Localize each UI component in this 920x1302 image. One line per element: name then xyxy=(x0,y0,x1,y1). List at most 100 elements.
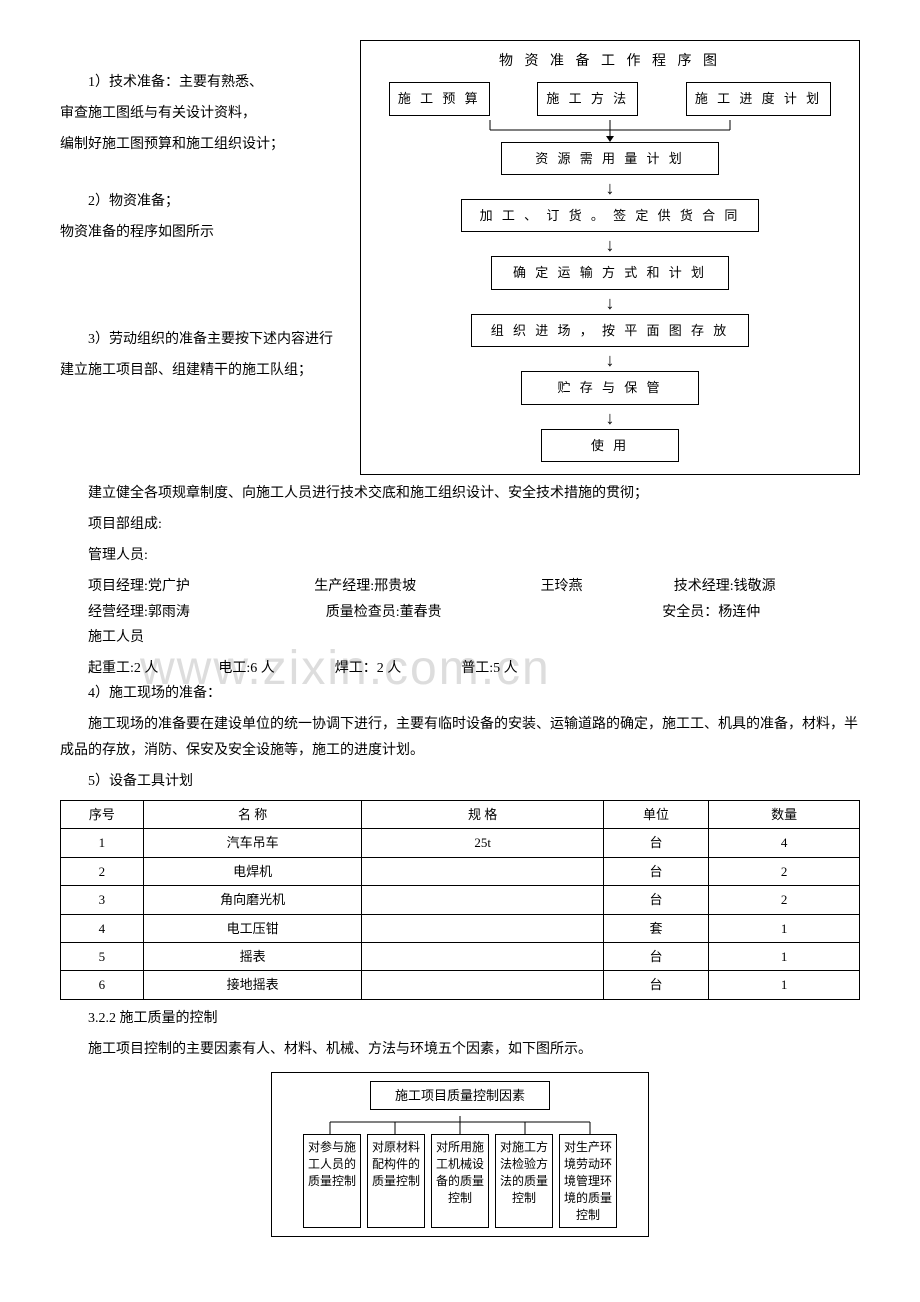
table-cell: 1 xyxy=(709,914,860,942)
flowchart-container: 物 资 准 备 工 作 程 序 图 施 工 预 算 施 工 方 法 施 工 进 … xyxy=(360,40,860,475)
arrow-icon: ↓ xyxy=(369,294,851,312)
quality-box-2: 对所用施工机械设备的质量控制 xyxy=(431,1134,489,1228)
table-cell: 台 xyxy=(603,829,708,857)
flow-step-3: 组 织 进 场 ， 按 平 面 图 存 放 xyxy=(471,314,749,347)
left-text-block: 1）技术准备：主要有熟悉、 审查施工图纸与有关设计资料， 编制好施工图预算和施工… xyxy=(60,40,340,389)
flow-step-1: 加 工 、 订 货 。 签 定 供 货 合 同 xyxy=(461,199,759,232)
workers-row: 起重工:2 人 电工:6 人 焊工：2 人 普工:5 人 xyxy=(88,656,860,681)
quality-box-0: 对参与施工人员的质量控制 xyxy=(303,1134,361,1228)
table-cell: 电工压钳 xyxy=(143,914,362,942)
flow-merge-svg xyxy=(440,120,780,142)
flow-step-5: 使 用 xyxy=(541,429,679,462)
table-row: 3角向磨光机 台2 xyxy=(61,886,860,914)
flow-step-2: 确 定 运 输 方 式 和 计 划 xyxy=(491,256,729,289)
equipment-table: 序号 名 称 规 格 单位 数量 1汽车吊车25t台42电焊机台23角向磨光机台… xyxy=(60,800,860,1000)
flow-top-1: 施 工 方 法 xyxy=(537,82,638,115)
arrow-icon: ↓ xyxy=(369,409,851,427)
table-cell xyxy=(362,971,603,999)
table-cell: 台 xyxy=(603,886,708,914)
mgmt-label: 管理人员: xyxy=(60,543,860,568)
table-cell: 2 xyxy=(61,857,144,885)
quality-box-3: 对施工方法检验方法的质量控制 xyxy=(495,1134,553,1228)
personnel-row-2: 经营经理:郭雨涛 质量检查员:董春贵 安全员：杨连仲 xyxy=(88,600,860,625)
crane-workers: 起重工:2 人 xyxy=(88,656,158,681)
table-cell: 4 xyxy=(709,829,860,857)
table-cell xyxy=(362,942,603,970)
th-1: 名 称 xyxy=(143,800,362,828)
table-row: 1汽车吊车25t台4 xyxy=(61,829,860,857)
table-cell: 台 xyxy=(603,857,708,885)
quality-row: 对参与施工人员的质量控制 对原材料配构件的质量控制 对所用施工机械设备的质量控制… xyxy=(280,1134,640,1228)
table-cell: 1 xyxy=(709,971,860,999)
sec322-heading: 3.2.2 施工质量的控制 xyxy=(60,1006,860,1031)
elec-workers: 电工:6 人 xyxy=(218,656,274,681)
flow-step-0: 资 源 需 用 量 计 划 xyxy=(501,142,719,175)
table-cell: 3 xyxy=(61,886,144,914)
qc: 质量检查员:董春贵 xyxy=(326,600,623,625)
labor-prep-1: 3）劳动组织的准备主要按下述内容进行 xyxy=(60,327,340,352)
table-cell: 25t xyxy=(362,829,603,857)
quality-conn-svg xyxy=(300,1116,620,1134)
table-cell: 角向磨光机 xyxy=(143,886,362,914)
table-cell: 摇表 xyxy=(143,942,362,970)
flow-step-4: 贮 存 与 保 管 xyxy=(521,371,699,404)
table-row: 6接地摇表 台1 xyxy=(61,971,860,999)
site-prep-body: 施工现场的准备要在建设单位的统一协调下进行，主要有临时设备的安装、运输道路的确定… xyxy=(60,712,860,762)
flow-top-2: 施 工 进 度 计 划 xyxy=(686,82,831,115)
table-cell: 电焊机 xyxy=(143,857,362,885)
site-prep-title: 4）施工现场的准备： xyxy=(60,681,860,706)
quality-box-4: 对生产环境劳动环境管理环境的质量控制 xyxy=(559,1134,617,1228)
th-3: 单位 xyxy=(603,800,708,828)
tech-prep-3: 编制好施工图预算和施工组织设计； xyxy=(60,132,340,157)
flow-top-row: 施 工 预 算 施 工 方 法 施 工 进 度 计 划 xyxy=(369,82,851,115)
quality-title: 施工项目质量控制因素 xyxy=(370,1081,550,1110)
table-cell: 台 xyxy=(603,942,708,970)
table-cell: 4 xyxy=(61,914,144,942)
flow-top-0: 施 工 预 算 xyxy=(389,82,490,115)
general-workers: 普工:5 人 xyxy=(461,656,517,681)
table-row: 2电焊机台2 xyxy=(61,857,860,885)
table-cell: 接地摇表 xyxy=(143,971,362,999)
table-cell xyxy=(362,857,603,885)
arrow-icon: ↓ xyxy=(369,179,851,197)
table-header-row: 序号 名 称 规 格 单位 数量 xyxy=(61,800,860,828)
table-cell: 2 xyxy=(709,857,860,885)
safety: 安全员：杨连仲 xyxy=(662,600,860,625)
tech-prep-1: 1）技术准备：主要有熟悉、 xyxy=(60,70,340,95)
tech-prep-2: 审查施工图纸与有关设计资料， xyxy=(60,101,340,126)
table-cell: 2 xyxy=(709,886,860,914)
proj-compose: 项目部组成: xyxy=(60,512,860,537)
th-0: 序号 xyxy=(61,800,144,828)
weld-workers: 焊工：2 人 xyxy=(335,656,402,681)
wang: 王玲燕 xyxy=(541,574,634,599)
table-cell xyxy=(362,914,603,942)
quality-diagram: 施工项目质量控制因素 对参与施工人员的质量控制 对原材料配构件的质量控制 对所用… xyxy=(271,1072,649,1237)
table-cell: 套 xyxy=(603,914,708,942)
arrow-icon: ↓ xyxy=(369,351,851,369)
quality-box-1: 对原材料配构件的质量控制 xyxy=(367,1134,425,1228)
equip-plan-title: 5）设备工具计划 xyxy=(60,769,860,794)
material-prep-2: 物资准备的程序如图所示 xyxy=(60,220,340,245)
table-cell xyxy=(362,886,603,914)
labor-prep-2: 建立施工项目部、组建精干的施工队组； xyxy=(60,358,340,383)
workers-label: 施工人员 xyxy=(60,625,860,650)
arrow-icon: ↓ xyxy=(369,236,851,254)
prod-mgr: 生产经理:邢贵坡 xyxy=(314,574,500,599)
table-cell: 6 xyxy=(61,971,144,999)
table-cell: 1 xyxy=(709,942,860,970)
table-row: 4电工压钳 套1 xyxy=(61,914,860,942)
table-cell: 1 xyxy=(61,829,144,857)
labor-prep-3: 建立健全各项规章制度、向施工人员进行技术交底和施工组织设计、安全技术措施的贯彻； xyxy=(60,481,860,506)
table-cell: 5 xyxy=(61,942,144,970)
biz-mgr: 经营经理:郭雨涛 xyxy=(88,600,286,625)
pm: 项目经理:党广护 xyxy=(88,574,274,599)
flowchart-title: 物 资 准 备 工 作 程 序 图 xyxy=(369,49,851,74)
body-text: 建立健全各项规章制度、向施工人员进行技术交底和施工组织设计、安全技术措施的贯彻；… xyxy=(60,481,860,1238)
table-row: 5摇表 台1 xyxy=(61,942,860,970)
material-prep-1: 2）物资准备； xyxy=(60,189,340,214)
th-4: 数量 xyxy=(709,800,860,828)
table-cell: 台 xyxy=(603,971,708,999)
personnel-row-1: 项目经理:党广护 生产经理:邢贵坡 王玲燕 技术经理:钱敬源 xyxy=(88,574,860,599)
th-2: 规 格 xyxy=(362,800,603,828)
tech-mgr: 技术经理:钱敬源 xyxy=(674,574,860,599)
